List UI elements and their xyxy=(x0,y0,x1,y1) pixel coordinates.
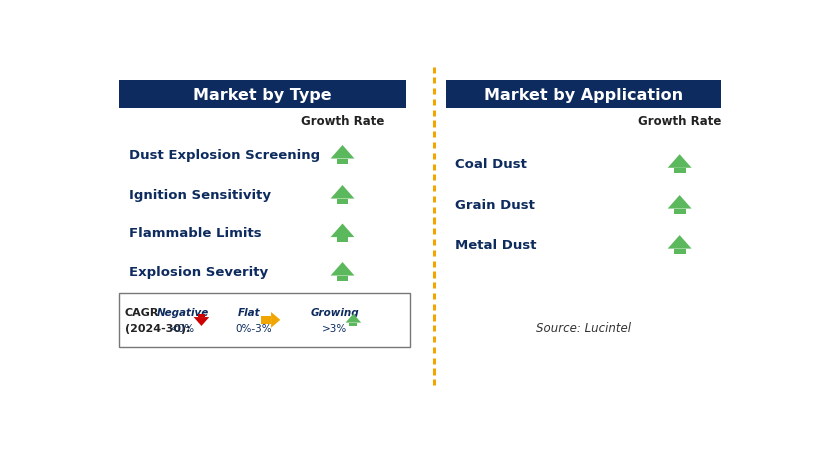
Text: Source: Lucintel: Source: Lucintel xyxy=(536,321,631,334)
Text: Growth Rate: Growth Rate xyxy=(638,115,721,128)
Text: Explosion Severity: Explosion Severity xyxy=(129,265,268,278)
Polygon shape xyxy=(349,323,357,326)
Polygon shape xyxy=(197,314,205,317)
Text: Metal Dust: Metal Dust xyxy=(455,238,537,252)
Text: Grain Dust: Grain Dust xyxy=(455,198,535,212)
FancyBboxPatch shape xyxy=(119,81,406,109)
Polygon shape xyxy=(667,196,691,209)
Polygon shape xyxy=(674,209,685,214)
Polygon shape xyxy=(194,317,209,326)
Polygon shape xyxy=(261,316,271,324)
Text: Negative: Negative xyxy=(157,308,209,318)
Text: >3%: >3% xyxy=(322,323,348,333)
Polygon shape xyxy=(336,238,348,243)
Text: Market by Type: Market by Type xyxy=(193,88,332,102)
Polygon shape xyxy=(330,146,354,159)
Polygon shape xyxy=(667,155,691,168)
Text: Dust Explosion Screening: Dust Explosion Screening xyxy=(129,148,321,162)
Text: Ignition Sensitivity: Ignition Sensitivity xyxy=(129,189,272,202)
FancyBboxPatch shape xyxy=(119,293,410,347)
Text: Market by Application: Market by Application xyxy=(483,88,683,102)
Polygon shape xyxy=(330,185,354,199)
Text: Coal Dust: Coal Dust xyxy=(455,158,527,171)
Polygon shape xyxy=(336,159,348,164)
Text: Flat: Flat xyxy=(237,308,260,318)
Text: Flammable Limits: Flammable Limits xyxy=(129,227,262,240)
Text: 0%-3%: 0%-3% xyxy=(235,323,272,333)
Text: Growing: Growing xyxy=(311,308,359,318)
Polygon shape xyxy=(336,276,348,281)
Text: (2024-30):: (2024-30): xyxy=(124,323,191,333)
Polygon shape xyxy=(674,249,685,254)
Polygon shape xyxy=(330,224,354,238)
Text: <0%: <0% xyxy=(170,323,196,333)
Text: Growth Rate: Growth Rate xyxy=(301,115,384,128)
Polygon shape xyxy=(667,235,691,249)
Polygon shape xyxy=(330,263,354,276)
Text: CAGR: CAGR xyxy=(124,308,159,318)
Polygon shape xyxy=(336,199,348,204)
Polygon shape xyxy=(674,168,685,174)
Polygon shape xyxy=(271,312,281,328)
FancyBboxPatch shape xyxy=(446,81,721,109)
Polygon shape xyxy=(345,314,362,323)
